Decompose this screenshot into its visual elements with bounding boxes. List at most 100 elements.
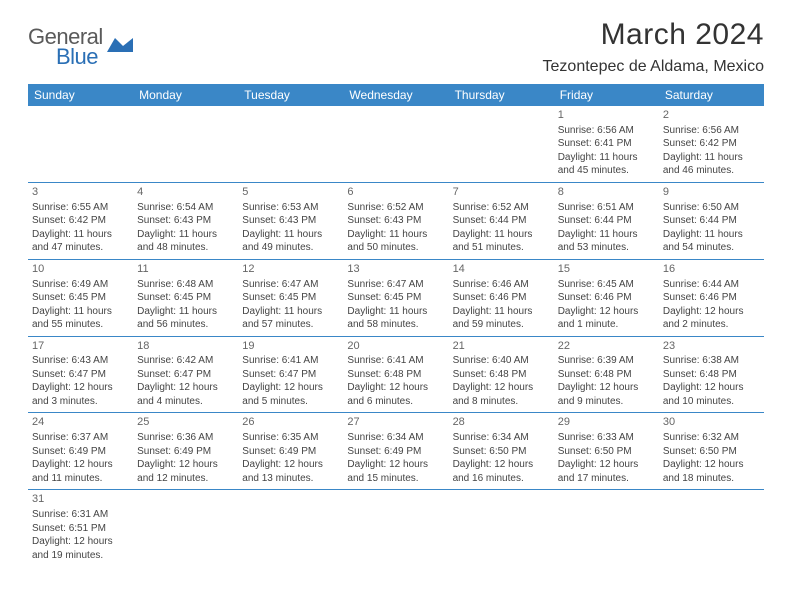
cell-line: and 12 minutes. — [137, 472, 234, 486]
cell-line: Daylight: 12 hours — [32, 535, 129, 549]
calendar-cell: 20Sunrise: 6:41 AMSunset: 6:48 PMDayligh… — [343, 336, 448, 413]
calendar-cell: 8Sunrise: 6:51 AMSunset: 6:44 PMDaylight… — [554, 182, 659, 259]
flag-icon — [107, 38, 133, 54]
cell-line: and 56 minutes. — [137, 318, 234, 332]
cell-line: Sunset: 6:44 PM — [558, 214, 655, 228]
cell-line: and 1 minute. — [558, 318, 655, 332]
cell-line: Daylight: 11 hours — [453, 305, 550, 319]
calendar-row: 17Sunrise: 6:43 AMSunset: 6:47 PMDayligh… — [28, 336, 764, 413]
cell-line: Sunset: 6:41 PM — [558, 137, 655, 151]
calendar-cell-empty — [238, 490, 343, 566]
day-number: 19 — [242, 339, 339, 354]
cell-line: Sunrise: 6:32 AM — [663, 431, 760, 445]
day-number: 14 — [453, 262, 550, 277]
cell-line: and 9 minutes. — [558, 395, 655, 409]
weekday-header: Tuesday — [238, 84, 343, 106]
cell-line: Sunrise: 6:44 AM — [663, 278, 760, 292]
cell-line: Daylight: 11 hours — [137, 305, 234, 319]
cell-line: Sunset: 6:47 PM — [242, 368, 339, 382]
calendar-cell: 13Sunrise: 6:47 AMSunset: 6:45 PMDayligh… — [343, 259, 448, 336]
cell-line: Sunrise: 6:33 AM — [558, 431, 655, 445]
calendar-cell-empty — [449, 106, 554, 182]
cell-line: Sunset: 6:49 PM — [32, 445, 129, 459]
day-number: 3 — [32, 185, 129, 200]
calendar-cell-empty — [449, 490, 554, 566]
calendar-cell: 19Sunrise: 6:41 AMSunset: 6:47 PMDayligh… — [238, 336, 343, 413]
cell-line: Sunrise: 6:35 AM — [242, 431, 339, 445]
cell-line: Daylight: 12 hours — [242, 381, 339, 395]
day-number: 16 — [663, 262, 760, 277]
cell-line: Sunrise: 6:48 AM — [137, 278, 234, 292]
calendar-cell: 7Sunrise: 6:52 AMSunset: 6:44 PMDaylight… — [449, 182, 554, 259]
cell-line: Sunset: 6:45 PM — [242, 291, 339, 305]
day-number: 18 — [137, 339, 234, 354]
weekday-header: Sunday — [28, 84, 133, 106]
cell-line: Sunset: 6:44 PM — [663, 214, 760, 228]
cell-line: and 17 minutes. — [558, 472, 655, 486]
cell-line: Sunrise: 6:38 AM — [663, 354, 760, 368]
day-number: 7 — [453, 185, 550, 200]
cell-line: and 45 minutes. — [558, 164, 655, 178]
calendar-cell: 31Sunrise: 6:31 AMSunset: 6:51 PMDayligh… — [28, 490, 133, 566]
cell-line: Daylight: 12 hours — [32, 458, 129, 472]
cell-line: Daylight: 11 hours — [347, 228, 444, 242]
cell-line: and 15 minutes. — [347, 472, 444, 486]
title-block: March 2024 Tezontepec de Aldama, Mexico — [543, 18, 764, 76]
calendar-cell-empty — [133, 490, 238, 566]
day-number: 27 — [347, 415, 444, 430]
weekday-header: Saturday — [659, 84, 764, 106]
cell-line: Daylight: 12 hours — [242, 458, 339, 472]
calendar-cell-empty — [659, 490, 764, 566]
calendar-cell-empty — [554, 490, 659, 566]
cell-line: Sunset: 6:50 PM — [453, 445, 550, 459]
cell-line: Sunrise: 6:39 AM — [558, 354, 655, 368]
cell-line: Sunset: 6:47 PM — [137, 368, 234, 382]
cell-line: Sunset: 6:47 PM — [32, 368, 129, 382]
cell-line: Sunset: 6:46 PM — [453, 291, 550, 305]
calendar-table: SundayMondayTuesdayWednesdayThursdayFrid… — [28, 84, 764, 566]
cell-line: Sunset: 6:49 PM — [347, 445, 444, 459]
cell-line: and 2 minutes. — [663, 318, 760, 332]
cell-line: Daylight: 11 hours — [32, 228, 129, 242]
weekday-header: Thursday — [449, 84, 554, 106]
cell-line: Daylight: 11 hours — [558, 228, 655, 242]
calendar-cell-empty — [28, 106, 133, 182]
calendar-cell-empty — [343, 490, 448, 566]
day-number: 23 — [663, 339, 760, 354]
day-number: 2 — [663, 108, 760, 123]
cell-line: and 53 minutes. — [558, 241, 655, 255]
calendar-row: 1Sunrise: 6:56 AMSunset: 6:41 PMDaylight… — [28, 106, 764, 182]
cell-line: Sunset: 6:42 PM — [663, 137, 760, 151]
weekday-header: Wednesday — [343, 84, 448, 106]
cell-line: Sunset: 6:46 PM — [558, 291, 655, 305]
cell-line: and 11 minutes. — [32, 472, 129, 486]
calendar-row: 10Sunrise: 6:49 AMSunset: 6:45 PMDayligh… — [28, 259, 764, 336]
day-number: 24 — [32, 415, 129, 430]
day-number: 15 — [558, 262, 655, 277]
cell-line: Daylight: 11 hours — [137, 228, 234, 242]
cell-line: Sunrise: 6:34 AM — [347, 431, 444, 445]
day-number: 26 — [242, 415, 339, 430]
cell-line: and 51 minutes. — [453, 241, 550, 255]
cell-line: Sunrise: 6:41 AM — [347, 354, 444, 368]
day-number: 22 — [558, 339, 655, 354]
calendar-cell: 12Sunrise: 6:47 AMSunset: 6:45 PMDayligh… — [238, 259, 343, 336]
cell-line: Sunset: 6:43 PM — [242, 214, 339, 228]
cell-line: Daylight: 12 hours — [663, 381, 760, 395]
cell-line: and 55 minutes. — [32, 318, 129, 332]
cell-line: and 8 minutes. — [453, 395, 550, 409]
header: General Blue March 2024 Tezontepec de Al… — [28, 18, 764, 76]
cell-line: Sunrise: 6:47 AM — [242, 278, 339, 292]
calendar-cell: 14Sunrise: 6:46 AMSunset: 6:46 PMDayligh… — [449, 259, 554, 336]
cell-line: Sunset: 6:49 PM — [137, 445, 234, 459]
cell-line: Sunrise: 6:51 AM — [558, 201, 655, 215]
cell-line: Sunset: 6:49 PM — [242, 445, 339, 459]
cell-line: Daylight: 12 hours — [558, 381, 655, 395]
cell-line: and 59 minutes. — [453, 318, 550, 332]
cell-line: Sunset: 6:46 PM — [663, 291, 760, 305]
cell-line: Sunrise: 6:45 AM — [558, 278, 655, 292]
day-number: 12 — [242, 262, 339, 277]
cell-line: Sunrise: 6:49 AM — [32, 278, 129, 292]
calendar-cell: 27Sunrise: 6:34 AMSunset: 6:49 PMDayligh… — [343, 413, 448, 490]
cell-line: and 13 minutes. — [242, 472, 339, 486]
